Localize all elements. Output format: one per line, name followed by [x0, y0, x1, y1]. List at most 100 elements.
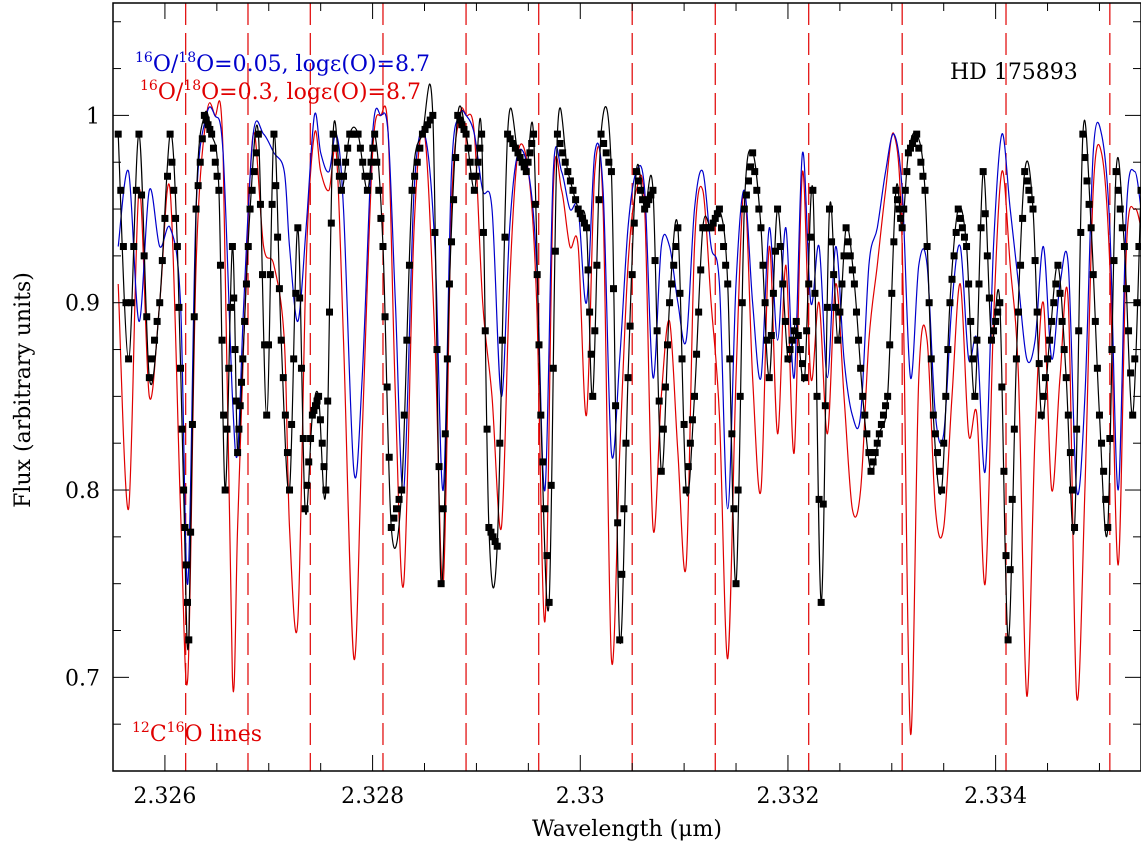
observed-point [996, 299, 1004, 307]
observed-point [411, 172, 419, 180]
observed-point [811, 289, 819, 297]
observed-point [242, 280, 250, 288]
observed-point [1066, 449, 1074, 457]
observed-point [969, 355, 977, 363]
observed-point [1087, 224, 1095, 232]
observed-point [1023, 177, 1031, 185]
observed-point [975, 280, 983, 288]
observed-point [318, 439, 326, 447]
observed-point [813, 392, 821, 400]
observed-point [148, 355, 156, 363]
observed-point [888, 289, 896, 297]
observed-point [435, 463, 443, 471]
observed-point [458, 121, 466, 129]
observed-point [333, 158, 341, 166]
observed-point [828, 238, 836, 246]
observed-point [176, 364, 184, 372]
observed-point [873, 439, 881, 447]
observed-point [1083, 177, 1091, 185]
observed-point [361, 172, 369, 180]
observed-point [1058, 317, 1066, 325]
observed-point [516, 154, 524, 162]
observed-point [979, 168, 987, 176]
observed-point [865, 449, 873, 457]
observed-point [657, 467, 665, 475]
observed-point [893, 196, 901, 204]
observed-point [682, 486, 690, 494]
observed-point [779, 280, 787, 288]
x-tick-label: 2.326 [133, 784, 196, 809]
observed-point [426, 116, 434, 124]
observed-point [722, 261, 730, 269]
observed-point [744, 177, 752, 185]
observed-point [283, 449, 291, 457]
observed-point [231, 346, 239, 354]
observed-point [618, 570, 626, 578]
observed-point [498, 336, 506, 344]
observed-point [1017, 261, 1025, 269]
observed-point [387, 523, 395, 531]
observed-point [270, 130, 278, 138]
observed-point [416, 144, 424, 152]
observed-point [921, 186, 929, 194]
observed-point [747, 163, 755, 171]
observed-point [954, 205, 962, 213]
x-tick-label: 2.33 [556, 784, 605, 809]
observed-point [272, 182, 280, 190]
observed-point [632, 168, 640, 176]
legend-entry-red: 16O/18O=0.3, logε(O)=8.7 [140, 78, 421, 105]
observed-point [815, 495, 823, 503]
observed-point [238, 378, 245, 386]
observed-point [612, 402, 620, 410]
observed-point [643, 200, 651, 208]
observed-point [518, 158, 526, 166]
observed-point [496, 439, 504, 447]
observed-point [493, 542, 501, 550]
observed-point [263, 411, 271, 419]
observed-point [481, 327, 489, 335]
observed-point [164, 172, 172, 180]
observed-point [213, 172, 221, 180]
observed-point [960, 233, 968, 241]
observed-point [487, 528, 495, 536]
observed-point [676, 289, 684, 297]
observed-point [634, 177, 642, 185]
observed-point [578, 214, 586, 222]
co-line-markers [185, 3, 1111, 771]
observed-point [796, 346, 804, 354]
observed-point [1052, 280, 1060, 288]
observed-point [1137, 186, 1141, 194]
observed-point [1010, 425, 1018, 433]
observed-point [605, 158, 613, 166]
observed-point [892, 186, 900, 194]
observed-point [429, 111, 437, 119]
observed-point [218, 336, 226, 344]
observed-point [1027, 196, 1035, 204]
observed-point [228, 243, 236, 251]
observed-point [1012, 355, 1020, 363]
observed-point [838, 280, 846, 288]
observed-point [375, 186, 383, 194]
observed-point [1114, 186, 1122, 194]
observed-point [1071, 523, 1079, 531]
observed-point [188, 420, 196, 428]
observed-point [836, 308, 844, 316]
observed-point [672, 243, 680, 251]
observed-point [185, 636, 193, 644]
observed-point [220, 411, 228, 419]
observed-point [264, 341, 272, 349]
observed-point [1118, 224, 1126, 232]
observed-point [946, 299, 954, 307]
observed-point [223, 425, 231, 433]
observed-point [145, 374, 153, 382]
observed-point [942, 392, 950, 400]
observed-point [418, 130, 426, 138]
observed-point [936, 467, 944, 475]
observed-point [1095, 411, 1103, 419]
observed-point [1039, 392, 1047, 400]
observed-point [424, 121, 432, 129]
observed-point [337, 186, 345, 194]
observed-point [194, 182, 202, 190]
observed-point [663, 341, 671, 349]
observed-point [239, 355, 247, 363]
